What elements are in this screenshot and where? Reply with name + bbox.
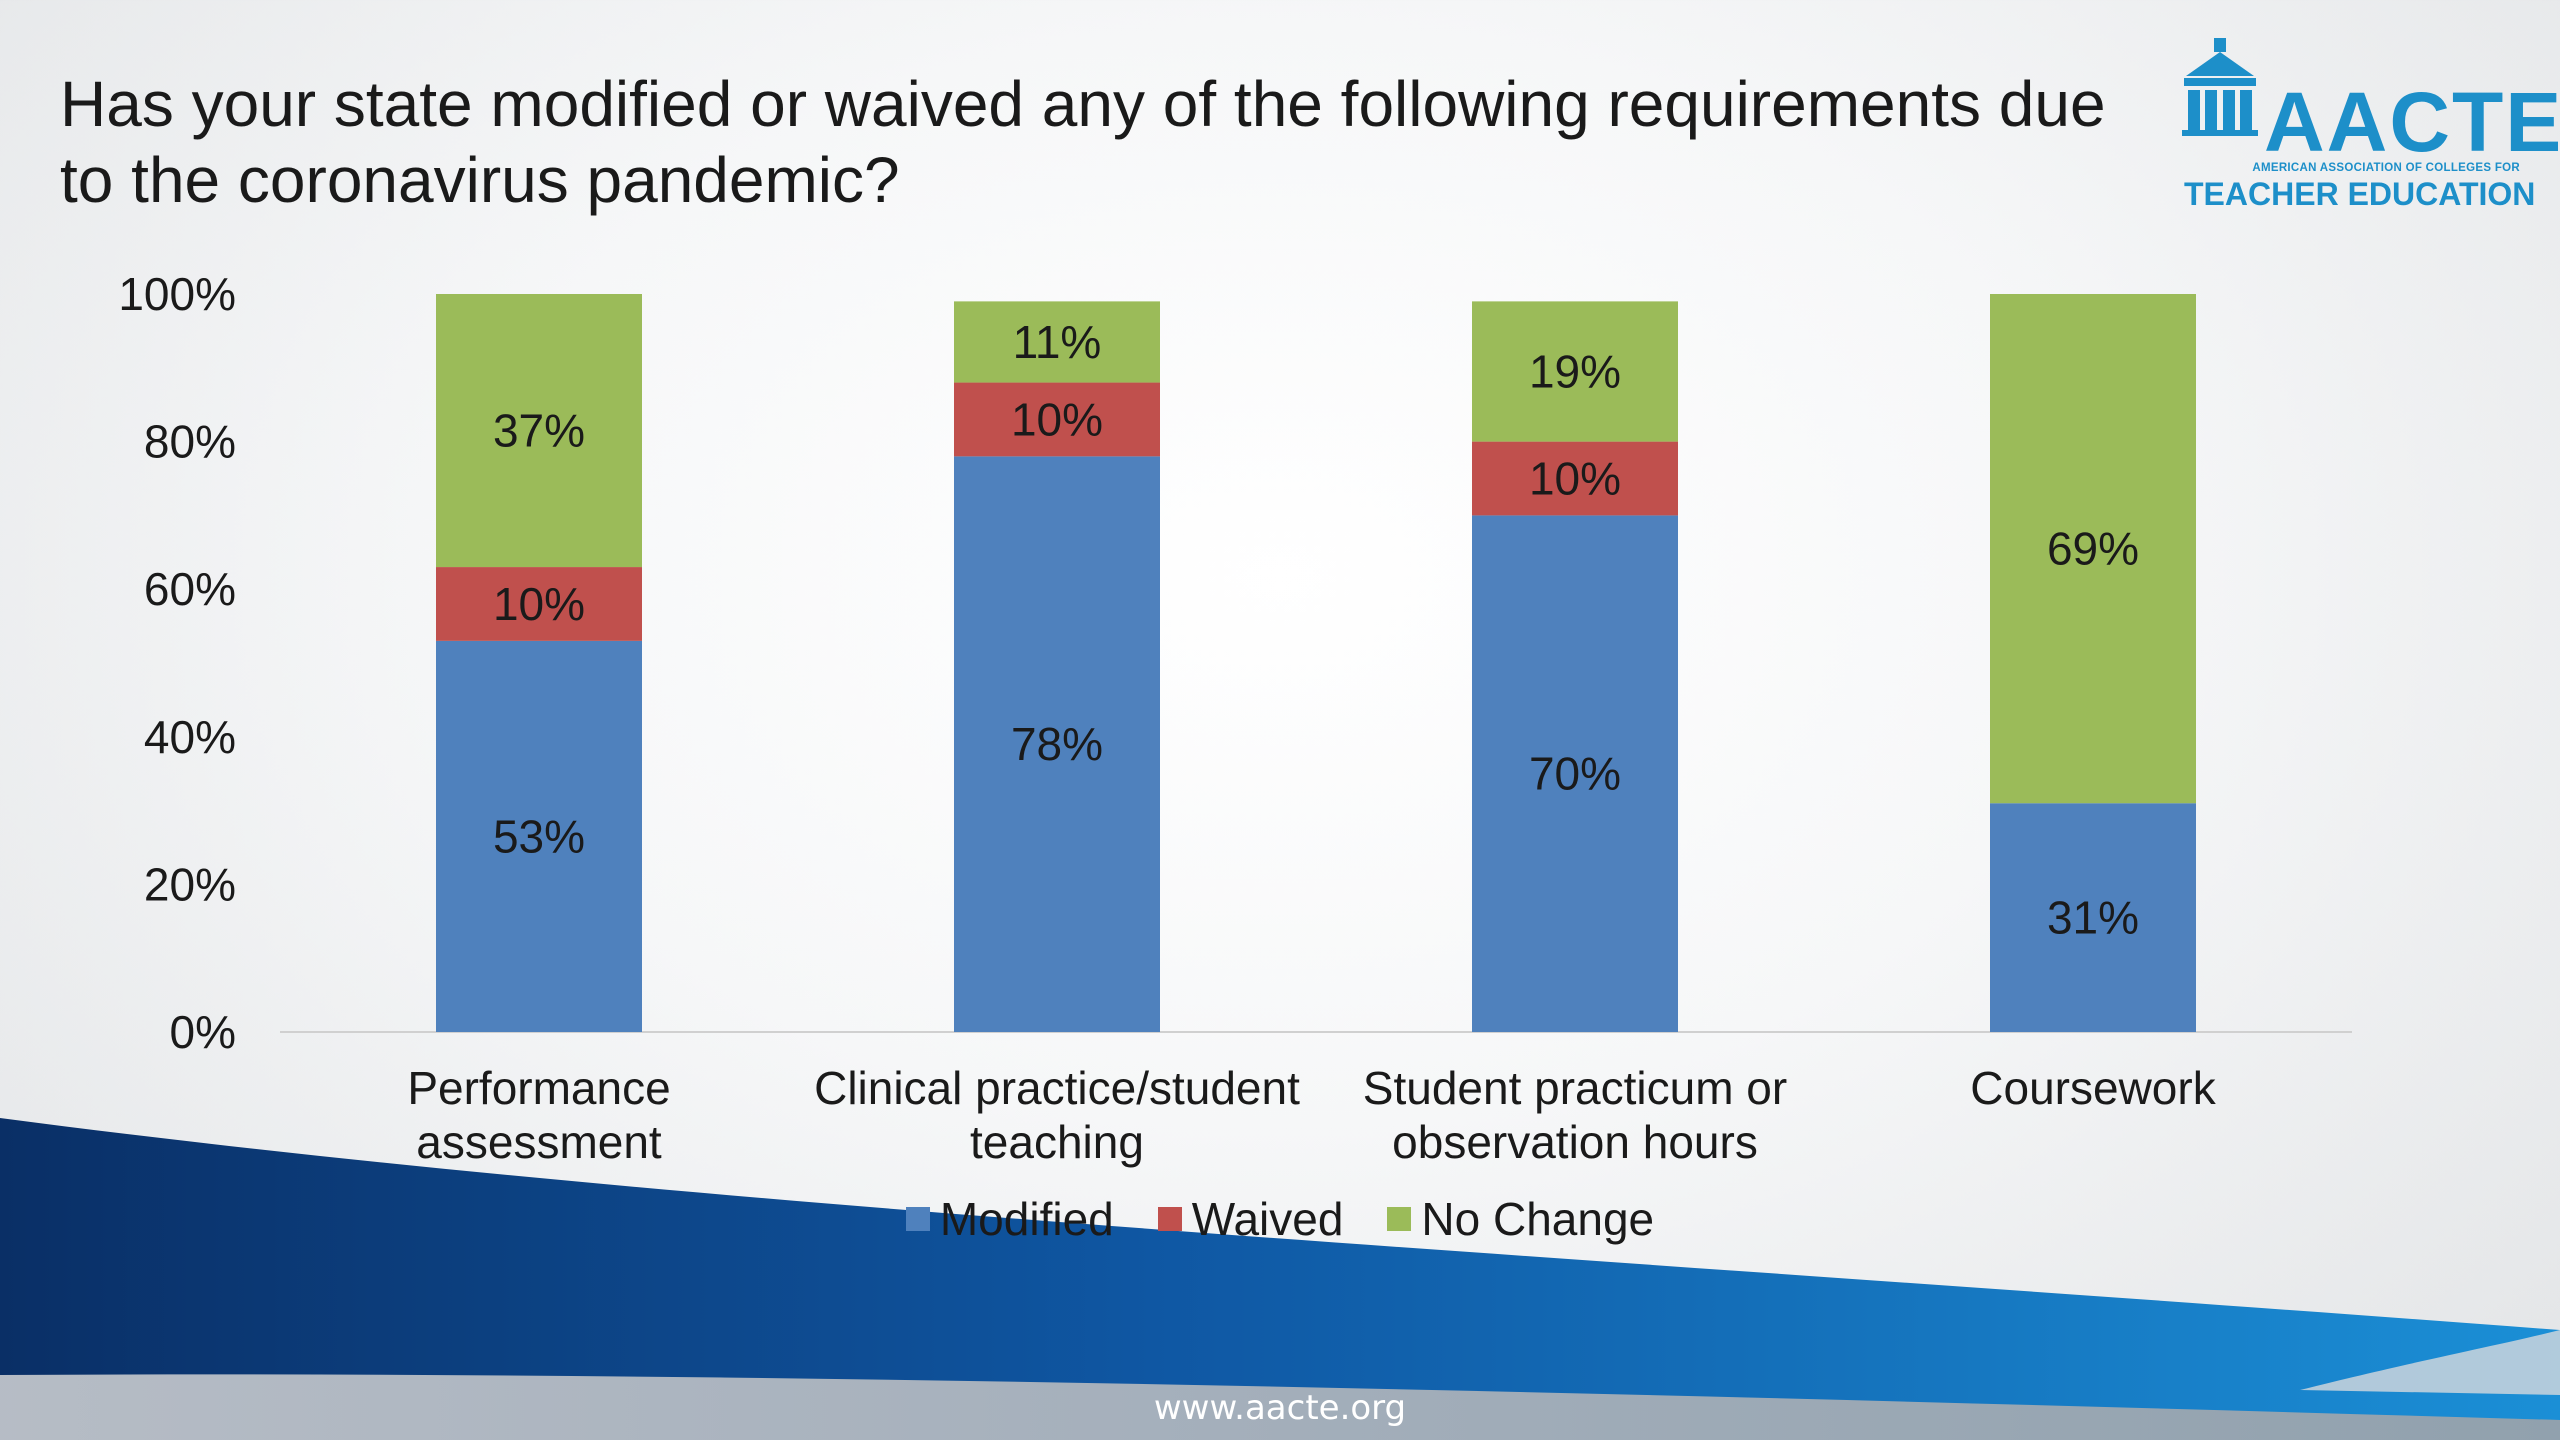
bar-segment-modified (1990, 803, 2196, 1032)
data-label: 78% (1011, 718, 1103, 770)
data-label: 19% (1529, 345, 1621, 397)
x-category-label: Performance assessment (407, 1062, 670, 1168)
x-category-label: Student practicum or observation hours (1363, 1062, 1787, 1168)
x-category-label-line: assessment (416, 1116, 662, 1168)
legend-item-no-change: No Change (1387, 1192, 1654, 1246)
schoolhouse-icon (2182, 38, 2258, 136)
x-category-label: Clinical practice/student teaching (814, 1062, 1300, 1168)
bar-segment-no-change (1990, 294, 2196, 804)
logo-subtitle: AMERICAN ASSOCIATION OF COLLEGES FOR (2252, 162, 2520, 174)
legend-swatch (905, 1207, 930, 1231)
bar-segment-waived (1472, 441, 1678, 516)
x-category-label: Coursework (1970, 1062, 2216, 1114)
data-label: 10% (1529, 453, 1621, 505)
data-label: 70% (1529, 748, 1621, 800)
data-label: 37% (493, 405, 585, 457)
data-label: 11% (1013, 316, 1102, 368)
bar-segment-modified (1472, 515, 1678, 1032)
bars: 53% 10% 37% 78% 10% 11% 70% 10% 19% 31% 69% (436, 294, 2196, 1032)
x-category-label-line: Student practicum or (1363, 1062, 1787, 1114)
y-tick-label: 100% (118, 268, 236, 320)
y-tick-label: 40% (144, 711, 236, 763)
footer-url: www.aacte.org (1153, 1388, 1407, 1428)
bar-segment-no-change (436, 294, 642, 568)
data-label: 69% (2047, 523, 2139, 575)
legend-label: Waived (1191, 1193, 1344, 1245)
y-axis-ticks: 0% 20% 40% 60% 80% 100% (118, 268, 236, 1058)
slide-title: Has your state modified or waived any of… (60, 68, 2106, 216)
legend-item-modified: Modified (905, 1192, 1114, 1246)
x-category-label-line: teaching (970, 1116, 1144, 1168)
x-category-label-line: observation hours (1392, 1116, 1758, 1168)
y-tick-label: 60% (144, 563, 236, 615)
bar-segment-modified (954, 456, 1160, 1032)
legend-swatch (1387, 1207, 1412, 1231)
bar-segment-modified (436, 640, 642, 1032)
legend-label: Modified (939, 1193, 1114, 1245)
logo-wordmark: AACTE (2264, 75, 2560, 169)
y-tick-label: 0% (170, 1006, 236, 1058)
x-category-label-line: Performance (407, 1062, 670, 1114)
data-label: 10% (1011, 393, 1103, 445)
bar-segment-waived (954, 382, 1160, 457)
x-category-label-line: Coursework (1970, 1062, 2216, 1114)
legend-label: No Change (1421, 1193, 1655, 1245)
legend-item-waived: Waived (1157, 1192, 1344, 1246)
logo-subtitle-2: TEACHER EDUCATION (2184, 176, 2536, 212)
x-category-label-line: Clinical practice/student (814, 1062, 1300, 1114)
y-tick-label: 20% (144, 858, 236, 910)
legend: Modified Waived No Change (0, 1192, 2560, 1246)
data-label: 53% (493, 810, 585, 862)
legend-swatch (1157, 1207, 1182, 1231)
bar-segment-waived (436, 567, 642, 641)
aacte-logo: AACTE AMERICAN ASSOCIATION OF COLLEGES F… (2180, 36, 2560, 216)
x-axis-labels: Performance assessment Clinical practice/s… (407, 1062, 2216, 1168)
bar-segment-no-change (954, 301, 1160, 383)
data-label: 31% (2047, 892, 2139, 944)
y-tick-label: 80% (144, 416, 236, 468)
bar-segment-no-change (1472, 301, 1678, 442)
data-label: 10% (493, 578, 585, 630)
